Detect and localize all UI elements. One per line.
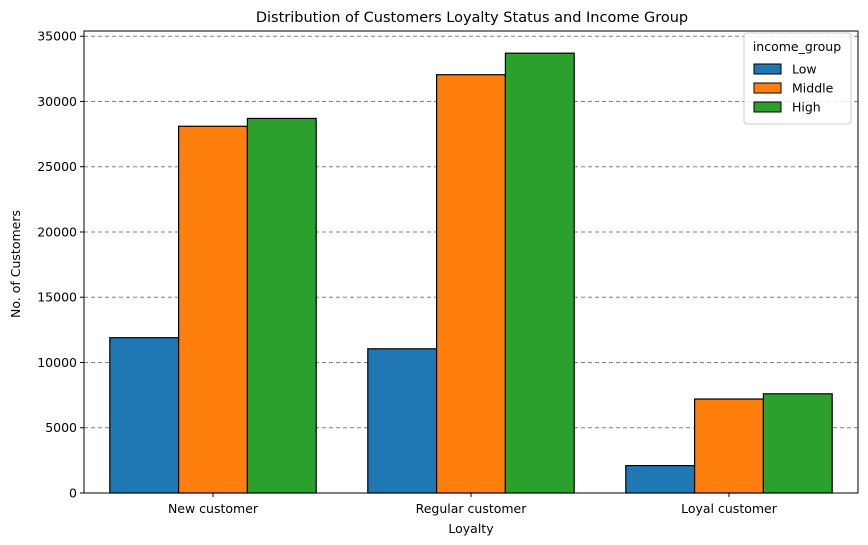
y-tick-label: 15000 [37,290,77,305]
x-axis-label: Loyalty [448,521,494,536]
bar-middle-1 [436,74,507,494]
bar-low-0 [109,337,180,494]
legend-label-middle: Middle [792,81,834,96]
y-tick-label: 5000 [45,420,77,435]
y-tick-label: 0 [69,486,77,501]
bar-low-1 [367,348,438,494]
x-tick-label: Regular customer [416,501,528,516]
bar-high-1 [504,52,575,494]
legend-label-high: High [792,100,821,115]
y-tick-label: 35000 [37,29,77,44]
bar-middle-0 [178,125,249,494]
bars [109,52,833,494]
x-axis: New customer Regular customer Loyal custom… [168,493,778,516]
chart-title: Distribution of Customers Loyalty Status… [256,10,688,26]
legend-label-low: Low [792,62,817,77]
bar-high-0 [246,117,317,494]
legend-swatch-middle [753,82,782,94]
y-tick-label: 25000 [37,159,77,174]
legend-box [743,32,852,125]
legend: income_group Low Middle High [743,32,852,125]
y-axis: 0 5000 10000 15000 20000 25000 30000 35000 [37,29,84,501]
y-tick-label: 30000 [37,94,77,109]
x-tick-label: New customer [168,501,259,516]
y-axis-label: No. of Customers [8,210,23,318]
bar-high-2 [762,393,833,494]
y-tick-label: 10000 [37,355,77,370]
legend-swatch-high [753,101,782,113]
y-tick-label: 20000 [37,224,77,239]
legend-title: income_group [753,39,841,54]
bar-middle-2 [693,398,764,494]
legend-swatch-low [753,63,782,75]
x-tick-label: Loyal customer [681,501,778,516]
bar-low-2 [625,464,696,494]
